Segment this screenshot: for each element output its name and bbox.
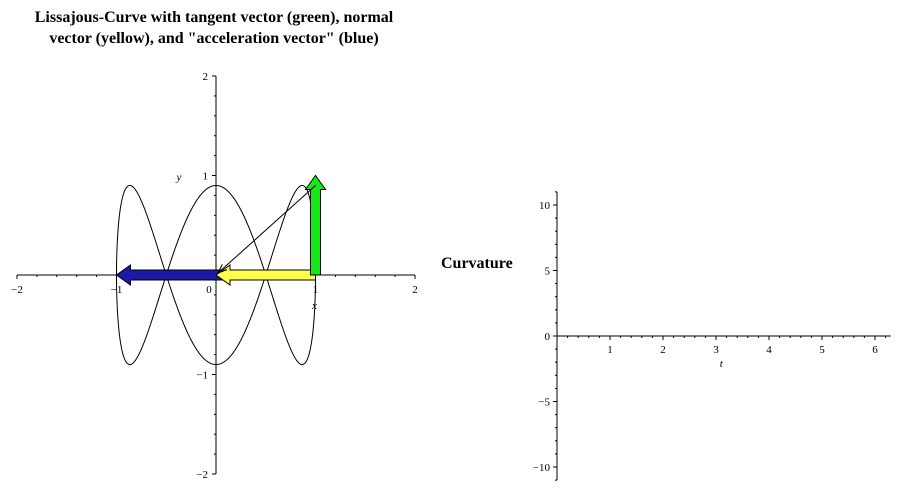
x-axis-label: x	[311, 300, 317, 312]
curvature-x-axis-label: t	[720, 358, 724, 370]
thin-arrow-head	[216, 264, 228, 274]
y-axis-label: y	[176, 172, 182, 184]
y-tick-label: −1	[196, 370, 208, 382]
curvature-plot: 1 2 3 4 5 6 t −10 −5 0 5 10	[533, 191, 891, 481]
y-tick-label: −2	[196, 469, 208, 481]
curvature-y-tick-label: −5	[538, 397, 550, 409]
curvature-x-tick-label: 6	[872, 344, 878, 356]
curvature-y-tick-label: 5	[545, 266, 551, 278]
y-tick-label: 1	[203, 171, 209, 183]
normal-vector-arrow	[215, 264, 316, 286]
curvature-x-tick-label: 2	[660, 344, 666, 356]
chart-title: Lissajous-Curve with tangent vector (gre…	[0, 7, 428, 49]
curvature-x-tick-label: 5	[819, 344, 825, 356]
x-tick-label: 2	[412, 284, 418, 296]
thin-arrow-shaft	[217, 185, 316, 274]
curvature-y-tick-label: −10	[533, 462, 551, 474]
curvature-x-tick-label: 3	[713, 344, 719, 356]
curvature-x-tick-label: 4	[766, 344, 772, 356]
curvature-y-tick-label: 10	[539, 200, 551, 212]
curvature-x-tick-label: 1	[607, 344, 613, 356]
tangent-vector-arrow	[304, 174, 327, 276]
x-tick-label: 0	[206, 284, 212, 296]
curvature-y-tick-label: 0	[545, 331, 551, 343]
curvature-axis-label: Curvature	[441, 255, 513, 272]
y-tick-label: 2	[203, 71, 209, 83]
chart-title-line-1: Lissajous-Curve with tangent vector (gre…	[34, 9, 394, 26]
x-tick-label: −2	[11, 284, 23, 296]
chart-title-line-2: vector (yellow), and "acceleration vecto…	[49, 30, 379, 47]
